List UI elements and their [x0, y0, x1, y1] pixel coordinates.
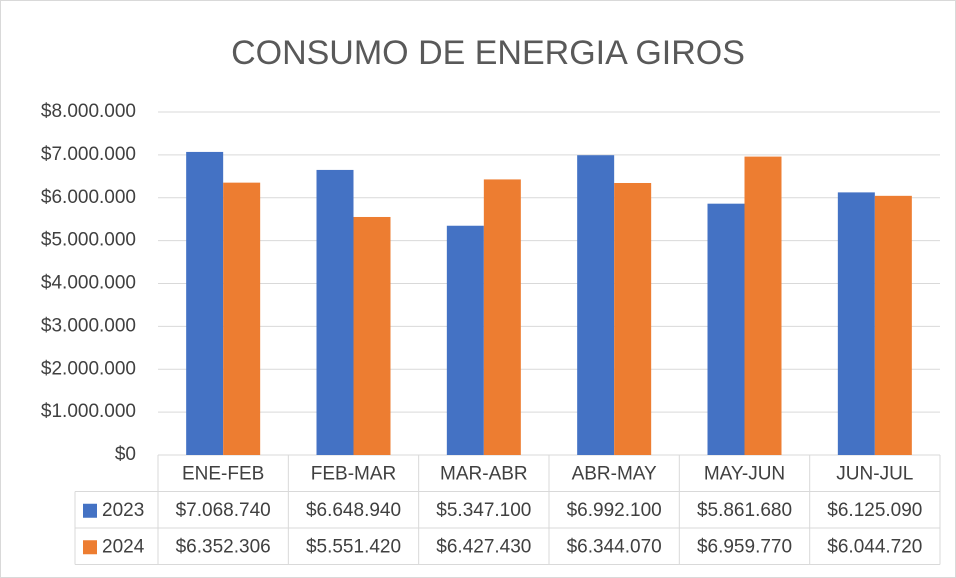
x-tick-label: FEB-MAR — [311, 463, 397, 484]
y-tick-label: $4.000.000 — [41, 273, 136, 294]
x-tick-label: MAY-JUN — [704, 463, 785, 484]
data-label: $6.352.306 — [176, 536, 271, 557]
data-label: $6.648.940 — [306, 500, 401, 521]
bar — [707, 203, 745, 455]
bar — [483, 179, 521, 455]
chart-title: CONSUMO DE ENERGIA GIROS — [231, 34, 745, 72]
data-label: $5.347.100 — [436, 500, 531, 521]
bar — [577, 155, 615, 455]
bar — [223, 182, 261, 455]
legend-label: 2023 — [102, 500, 144, 521]
x-tick-label: ABR-MAY — [572, 463, 657, 484]
data-label: $6.959.770 — [697, 536, 792, 557]
data-label: $5.861.680 — [697, 500, 792, 521]
bar — [353, 216, 391, 455]
bar — [316, 169, 354, 455]
y-tick-label: $3.000.000 — [41, 315, 136, 336]
bar — [874, 195, 912, 455]
legend-swatch — [83, 503, 97, 518]
bar — [446, 225, 484, 455]
y-tick-label: $0 — [115, 444, 136, 465]
bar — [186, 151, 224, 455]
x-tick-label: JUN-JUL — [836, 463, 913, 484]
data-label: $6.125.090 — [827, 500, 922, 521]
legend-swatch — [83, 540, 97, 555]
bar — [837, 192, 875, 455]
y-tick-label: $8.000.000 — [41, 101, 136, 122]
data-label: $6.344.070 — [567, 536, 662, 557]
data-label: $6.044.720 — [827, 536, 922, 557]
legend-label: 2024 — [102, 536, 145, 557]
x-tick-label: MAR-ABR — [440, 463, 528, 484]
data-label: $7.068.740 — [176, 500, 271, 521]
y-tick-label: $7.000.000 — [41, 144, 136, 165]
y-tick-label: $5.000.000 — [41, 230, 136, 251]
data-label: $6.427.430 — [436, 536, 531, 557]
y-tick-label: $1.000.000 — [41, 401, 136, 422]
bar — [614, 182, 652, 456]
x-tick-label: ENE-FEB — [182, 463, 264, 484]
bar — [744, 156, 782, 456]
data-label: $5.551.420 — [306, 536, 401, 557]
data-label: $6.992.100 — [567, 500, 662, 521]
y-tick-label: $6.000.000 — [41, 187, 136, 208]
y-tick-label: $2.000.000 — [41, 358, 136, 379]
